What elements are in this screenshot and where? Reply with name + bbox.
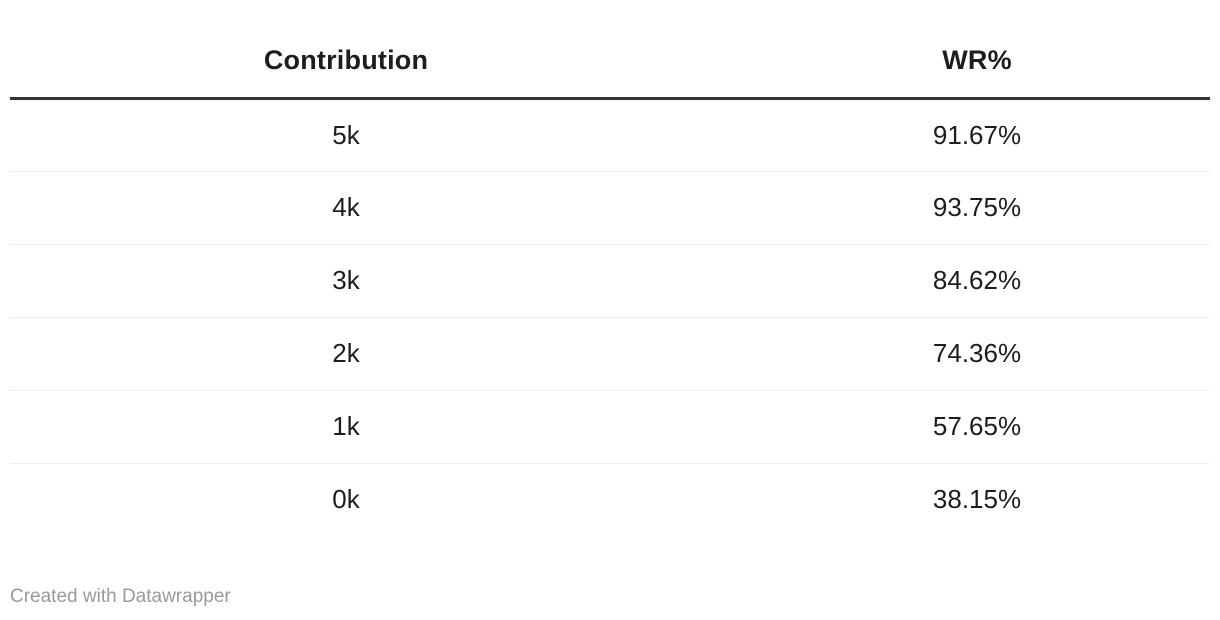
data-table: Contribution WR% 5k 91.67% 4k 93.75% 3k … bbox=[10, 25, 1210, 536]
cell-contribution: 5k bbox=[10, 98, 682, 172]
table-row: 4k 93.75% bbox=[10, 171, 1210, 245]
cell-contribution: 2k bbox=[10, 317, 682, 391]
table-row: 1k 57.65% bbox=[10, 390, 1210, 464]
header-row: Contribution WR% bbox=[10, 25, 1210, 100]
table-row: 0k 38.15% bbox=[10, 463, 1210, 536]
column-header-wr: WR% bbox=[682, 25, 1210, 100]
column-header-contribution: Contribution bbox=[10, 25, 682, 100]
cell-wr: 74.36% bbox=[682, 317, 1210, 391]
cell-wr: 84.62% bbox=[682, 244, 1210, 318]
cell-contribution: 0k bbox=[332, 484, 360, 515]
cell-wr: 38.15% bbox=[932, 484, 1022, 515]
cell-contribution: 1k bbox=[10, 390, 682, 464]
attribution-link[interactable]: Created with Datawrapper bbox=[10, 586, 231, 607]
table-row: 2k 74.36% bbox=[10, 317, 1210, 391]
cell-contribution: 3k bbox=[10, 244, 682, 318]
table-row: 3k 84.62% bbox=[10, 244, 1210, 318]
cell-contribution: 4k bbox=[10, 171, 682, 245]
cell-wr: 57.65% bbox=[682, 390, 1210, 464]
cell-wr: 91.67% bbox=[682, 98, 1210, 172]
cell-wr: 93.75% bbox=[682, 171, 1210, 245]
table-row: 5k 91.67% bbox=[10, 98, 1210, 172]
